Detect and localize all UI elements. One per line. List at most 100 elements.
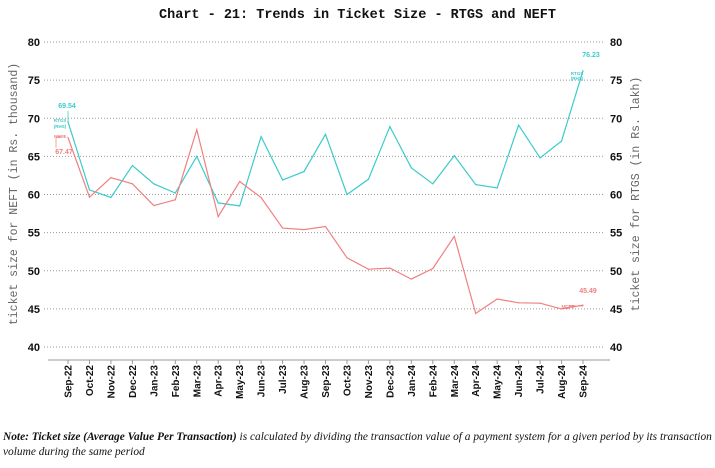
data-point	[174, 192, 176, 194]
y-tick-left: 75	[28, 75, 40, 87]
data-point	[539, 302, 541, 304]
data-point	[174, 199, 176, 201]
data-point	[389, 126, 391, 128]
annotation-series-neft-end: NEFT	[561, 305, 574, 311]
data-point	[475, 312, 477, 315]
x-tick-label: Jul-24	[536, 365, 547, 394]
series-lines	[67, 70, 584, 315]
x-tick-label: Sep-24	[579, 365, 590, 398]
data-point	[260, 135, 262, 138]
data-point	[196, 155, 198, 157]
data-point	[367, 178, 370, 180]
data-point	[131, 183, 133, 185]
y-tick-right: 80	[610, 37, 622, 49]
x-tick-label: Feb-24	[428, 365, 439, 398]
y-tick-left: 80	[28, 37, 40, 49]
data-point	[239, 180, 241, 183]
x-tick-label: Jan-23	[149, 365, 160, 397]
annotation-leader	[569, 305, 584, 307]
footnote-prefix: Note: Ticket size (Average Value Per Tra…	[3, 431, 237, 443]
data-point	[539, 157, 541, 159]
x-axis-ticks: Sep-22 Oct-22 Nov-22 Dec-22 Jan-23 Feb-23 Mar-…	[64, 360, 590, 399]
series-line-neft	[67, 127, 584, 315]
footnote: Note: Ticket size (Average Value Per Tra…	[3, 430, 715, 460]
x-tick-label: Dec-23	[385, 365, 396, 398]
x-tick-label: Sep-22	[64, 365, 75, 398]
data-point	[496, 298, 498, 300]
annotation-series-rtgs-end-sub: (RHS)	[571, 76, 584, 81]
x-tick-label: Mar-24	[450, 365, 461, 398]
data-point	[153, 204, 155, 207]
x-tick-label: Jan-24	[407, 365, 418, 397]
data-point	[432, 267, 434, 270]
x-tick-label: Apr-24	[471, 365, 482, 397]
x-tick-label: May-24	[493, 365, 504, 399]
data-point	[324, 225, 327, 228]
annotation-series-rtgs-start-sub: (RHS)	[54, 124, 67, 129]
annotation-series-rtgs-end: RTGS	[571, 71, 584, 76]
annotation-leader	[55, 136, 67, 148]
data-point	[67, 136, 69, 139]
y-tick-right: 45	[610, 304, 622, 316]
data-point	[518, 124, 520, 126]
annotation-value-rtgs-end: 76.23	[582, 52, 600, 59]
data-point	[88, 196, 91, 198]
y-tick-left: 50	[28, 266, 40, 278]
y-tick-right: 65	[610, 151, 622, 163]
x-tick-label: Oct-23	[342, 365, 353, 397]
y-tick-left: 60	[28, 190, 40, 202]
data-point	[281, 227, 284, 229]
annotation-value-rtgs-start: 69.54	[58, 103, 76, 110]
x-tick-label: Mar-23	[192, 365, 203, 398]
y-tick-left: 65	[28, 151, 40, 163]
data-point	[88, 189, 91, 191]
data-point	[560, 308, 563, 310]
y-tick-right: 40	[610, 342, 622, 354]
data-point	[217, 216, 219, 218]
x-tick-label: Aug-23	[300, 365, 311, 399]
data-point	[324, 133, 327, 135]
data-point	[303, 171, 305, 173]
x-tick-label: Jun-24	[514, 365, 525, 398]
x-tick-label: Oct-22	[85, 365, 96, 397]
x-tick-label: Sep-23	[321, 365, 332, 398]
x-tick-label: Apr-23	[214, 365, 225, 397]
data-point	[110, 196, 112, 199]
data-point	[518, 302, 520, 304]
annotation-value-neft-start: 67.47	[55, 149, 73, 156]
data-point	[217, 202, 219, 204]
data-point	[346, 193, 348, 196]
y-axis-right-ticks: 40 45 50 55 60 65 70 75 80	[610, 37, 622, 354]
data-point	[260, 196, 262, 199]
annotations: 69.54RTGS(RHS)NEFT67.4776.23RTGS(RHS)45.…	[54, 52, 600, 311]
data-point	[239, 205, 241, 207]
y-tick-right: 70	[610, 113, 622, 125]
data-point	[346, 257, 348, 259]
series-line-rtgs	[67, 70, 584, 207]
data-point	[303, 228, 305, 231]
data-point	[389, 267, 391, 269]
data-point	[475, 183, 477, 186]
data-point	[196, 129, 198, 131]
data-point	[453, 235, 455, 238]
data-point	[281, 179, 284, 181]
data-point	[410, 278, 412, 280]
data-point	[367, 268, 370, 270]
annotation-value-neft-end: 45.49	[579, 288, 597, 295]
x-tick-label: May-23	[235, 365, 246, 399]
data-point	[432, 183, 434, 185]
y-tick-left: 40	[28, 342, 40, 354]
data-point	[582, 70, 584, 72]
gridlines	[44, 41, 604, 348]
x-tick-label: Feb-23	[171, 365, 182, 398]
annotation-series-neft-start: NEFT	[54, 134, 66, 139]
y-axis-left-ticks: 40 45 50 55 60 65 70 75 80	[28, 37, 40, 354]
y-tick-left: 70	[28, 113, 40, 125]
chart-plot: 40 45 50 55 60 65 70 75 80 40 45 50 55 60 65 70 75 80 Se…	[8, 37, 643, 399]
y-tick-right: 55	[610, 228, 622, 240]
x-tick-label: Nov-22	[106, 365, 117, 399]
data-point	[153, 183, 155, 185]
data-point	[496, 187, 498, 189]
y-tick-right: 50	[610, 266, 622, 278]
y-tick-left: 55	[28, 228, 40, 240]
